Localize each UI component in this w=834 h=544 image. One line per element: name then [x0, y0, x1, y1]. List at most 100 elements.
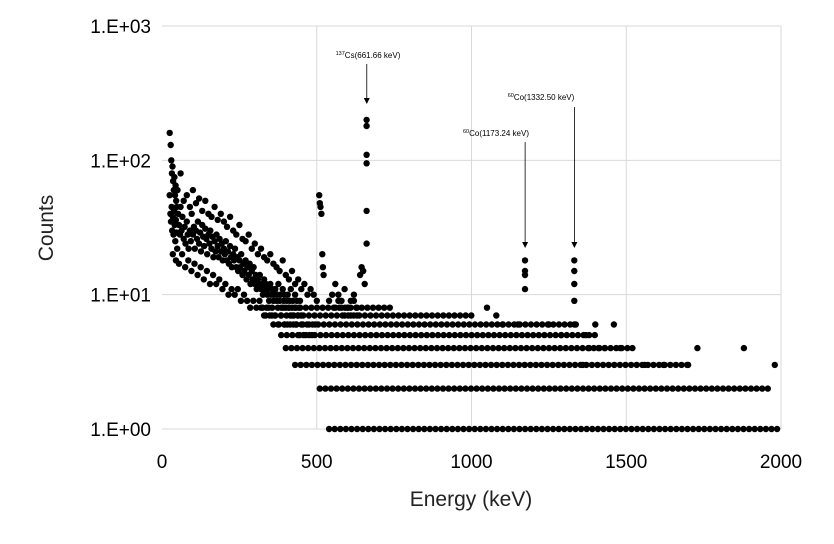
data-point: [439, 344, 446, 352]
data-point: [493, 312, 500, 319]
data-point: [663, 385, 671, 392]
data-point: [624, 344, 631, 352]
data-point: [485, 331, 492, 339]
data-point: [479, 385, 486, 392]
data-point: [364, 361, 372, 369]
data-point: [317, 203, 324, 211]
data-point: [482, 361, 489, 369]
data-point: [274, 304, 281, 311]
data-point: [375, 304, 382, 311]
data-point: [308, 361, 316, 369]
data-point: [316, 344, 323, 352]
data-point: [169, 163, 176, 170]
data-point: [188, 210, 195, 217]
data-point: [490, 385, 497, 392]
data-point: [611, 425, 618, 433]
data-point: [306, 331, 313, 339]
data-point: [287, 321, 294, 328]
data-point: [613, 385, 620, 392]
data-point: [656, 425, 663, 433]
data-point: [437, 425, 445, 433]
data-point: [319, 361, 327, 369]
data-point: [462, 385, 469, 392]
data-point: [341, 285, 348, 293]
data-point: [507, 385, 514, 392]
data-point: [487, 361, 495, 369]
data-point: [381, 361, 388, 369]
peak-label: 60Co(1173.24 keV): [463, 129, 529, 138]
data-point: [297, 304, 304, 311]
data-point: [551, 385, 559, 392]
data-point: [294, 331, 302, 339]
data-point: [493, 361, 500, 369]
data-point: [222, 280, 229, 288]
data-point: [513, 331, 520, 339]
data-point: [280, 304, 287, 311]
data-point: [484, 344, 491, 352]
data-point: [456, 344, 463, 352]
data-point: [742, 385, 749, 392]
data-point: [610, 321, 618, 328]
data-point: [415, 425, 422, 433]
data-point: [343, 321, 350, 328]
data-point: [456, 385, 463, 392]
data-point: [356, 312, 363, 319]
peak-label: 60Co(1332.50 keV): [508, 93, 575, 102]
data-point: [203, 267, 211, 275]
data-point: [178, 251, 186, 258]
data-point: [594, 425, 602, 433]
data-point: [731, 385, 738, 392]
data-point: [434, 331, 442, 339]
data-point: [299, 344, 306, 352]
data-point: [622, 361, 629, 369]
data-point: [516, 425, 523, 433]
data-point: [457, 331, 464, 339]
data-point: [476, 361, 484, 369]
data-point: [423, 385, 430, 392]
data-point: [186, 203, 194, 211]
data-point: [451, 312, 458, 319]
data-point: [572, 321, 579, 328]
data-point: [426, 361, 433, 369]
data-point: [571, 267, 578, 275]
data-point: [177, 203, 184, 211]
data-point: [257, 245, 265, 252]
data-point: [445, 385, 452, 392]
data-point: [219, 285, 226, 293]
data-point: [539, 321, 546, 328]
data-point: [336, 304, 343, 311]
data-point: [381, 425, 389, 433]
data-point: [295, 276, 302, 283]
annotation-arrowhead: [571, 242, 578, 248]
data-point: [365, 425, 372, 433]
data-point: [628, 425, 635, 433]
data-point: [563, 331, 570, 339]
data-point: [701, 425, 708, 433]
data-point: [363, 151, 370, 158]
data-point: [518, 331, 526, 339]
data-point: [764, 385, 771, 392]
data-point: [307, 285, 314, 293]
data-point: [751, 425, 758, 433]
data-point: [389, 385, 396, 392]
data-point: [209, 271, 217, 279]
data-point: [376, 425, 383, 433]
data-point: [167, 141, 174, 149]
data-point: [561, 425, 568, 433]
data-point: [383, 344, 390, 352]
data-point: [465, 361, 472, 369]
data-point: [411, 385, 419, 392]
data-point: [303, 361, 310, 369]
data-point: [410, 321, 417, 328]
data-point: [294, 312, 301, 319]
data-point: [725, 385, 732, 392]
data-point: [326, 321, 333, 328]
data-point: [471, 361, 478, 369]
data-point: [568, 385, 575, 392]
data-point: [697, 385, 704, 392]
data-point: [321, 344, 329, 352]
data-point: [672, 361, 680, 369]
data-point: [622, 425, 630, 433]
data-point: [592, 321, 599, 328]
